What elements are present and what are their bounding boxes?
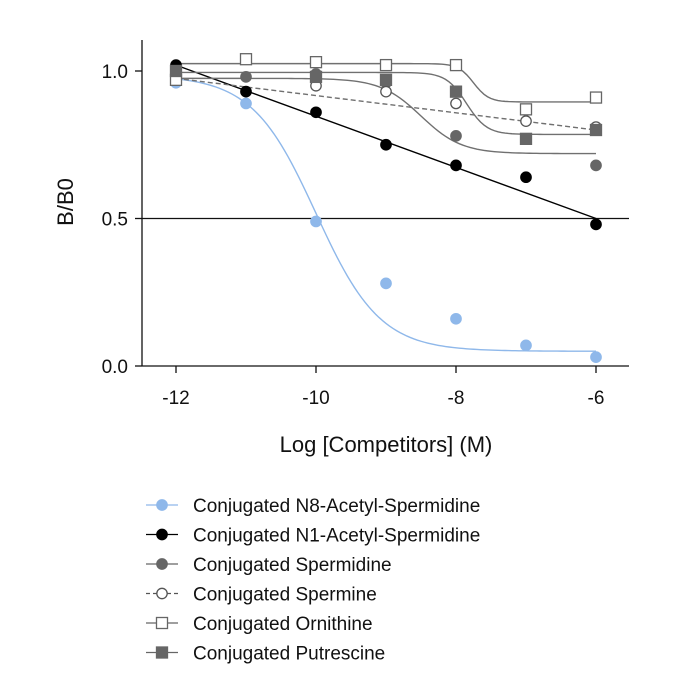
data-point-conjugated-n8-acetyl-spermidine (380, 277, 392, 290)
data-point-conjugated-putrescine (169, 64, 183, 78)
y-axis-title: B/B0 (53, 178, 78, 226)
data-point-conjugated-n8-acetyl-spermidine (590, 351, 602, 363)
data-points (169, 53, 603, 363)
x-ticks: -12 -10 -8 -6 (162, 366, 604, 409)
x-tick-label: -10 (302, 388, 329, 409)
data-point-conjugated-spermidine (450, 130, 462, 142)
legend-marker (155, 616, 169, 630)
y-tick-label: 0.0 (102, 357, 128, 378)
data-point-conjugated-ornithine (449, 58, 463, 72)
data-point-conjugated-ornithine (309, 56, 323, 69)
data-point-conjugated-n1-acetyl-spermidine (310, 106, 322, 119)
x-tick-label: -6 (588, 388, 605, 409)
legend-item-conjugated-ornithine: Conjugated Ornithine (146, 614, 373, 635)
data-point-conjugated-n8-acetyl-spermidine (450, 312, 462, 325)
legend-marker (156, 587, 168, 600)
legend-item-conjugated-n8-acetyl-spermidine: Conjugated N8-Acetyl-Spermidine (146, 496, 480, 517)
data-point-conjugated-spermine (450, 97, 462, 110)
fit-curve-conjugated-n8-acetyl-spermidine (175, 78, 597, 352)
data-point-conjugated-ornithine (379, 58, 393, 72)
data-point-conjugated-ornithine (519, 103, 533, 116)
legend-item-conjugated-putrescine: Conjugated Putrescine (146, 644, 385, 665)
legend-item-conjugated-spermine: Conjugated Spermine (146, 585, 377, 606)
legend-label: Conjugated N8-Acetyl-Spermidine (193, 496, 480, 517)
legend-marker (155, 646, 169, 659)
data-point-conjugated-n8-acetyl-spermidine (520, 339, 532, 352)
legend-item-conjugated-n1-acetyl-spermidine: Conjugated N1-Acetyl-Spermidine (146, 526, 480, 547)
data-point-conjugated-putrescine (589, 123, 603, 137)
data-point-conjugated-putrescine (379, 73, 393, 86)
fit-curves (175, 62, 597, 352)
data-point-conjugated-spermidine (590, 159, 602, 172)
data-point-conjugated-ornithine (239, 53, 253, 66)
data-point-conjugated-putrescine (449, 85, 463, 98)
legend-item-conjugated-spermidine: Conjugated Spermidine (146, 555, 392, 576)
data-point-conjugated-putrescine (309, 70, 323, 84)
data-point-conjugated-spermine (380, 85, 392, 98)
y-ticks: 0.0 0.5 1.0 (102, 62, 142, 378)
data-point-conjugated-spermidine (240, 71, 252, 83)
x-tick-label: -12 (162, 388, 189, 409)
legend-label: Conjugated Spermidine (193, 555, 392, 576)
legend-label: Conjugated N1-Acetyl-Spermidine (193, 526, 480, 547)
legend-label: Conjugated Putrescine (193, 644, 385, 665)
legend-marker (156, 528, 168, 541)
data-point-conjugated-n1-acetyl-spermidine (380, 138, 392, 151)
data-point-conjugated-n1-acetyl-spermidine (520, 171, 532, 184)
data-point-conjugated-putrescine (519, 132, 533, 146)
data-point-conjugated-ornithine (589, 91, 603, 104)
legend: Conjugated N8-Acetyl-Spermidine Conjugate… (146, 496, 480, 665)
data-point-conjugated-n8-acetyl-spermidine (310, 215, 322, 228)
legend-marker (156, 558, 168, 570)
data-point-conjugated-n1-acetyl-spermidine (240, 85, 252, 98)
data-point-conjugated-spermine (520, 115, 532, 128)
data-point-conjugated-n8-acetyl-spermidine (240, 97, 252, 110)
plot-area: 0.0 0.5 1.0 -12 -10 -8 -6 (102, 40, 629, 409)
y-tick-label: 0.5 (102, 210, 128, 231)
data-point-conjugated-n1-acetyl-spermidine (590, 218, 602, 231)
data-point-conjugated-n1-acetyl-spermidine (450, 159, 462, 172)
legend-label: Conjugated Ornithine (193, 614, 373, 635)
x-tick-label: -8 (448, 388, 465, 409)
x-axis-title: Log [Competitors] (M) (280, 432, 493, 457)
legend-label: Conjugated Spermine (193, 585, 377, 606)
legend-marker (156, 499, 168, 511)
y-tick-label: 1.0 (102, 62, 128, 83)
